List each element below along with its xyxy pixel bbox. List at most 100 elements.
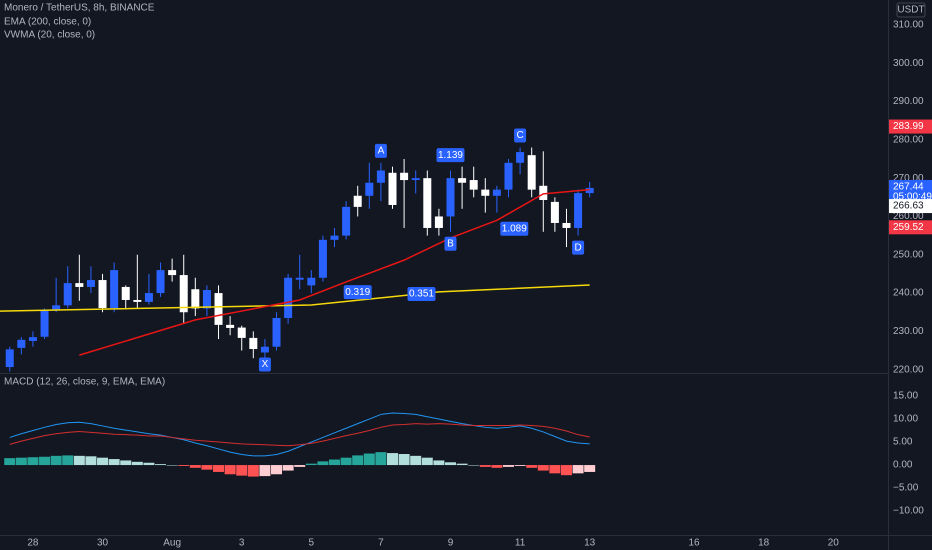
candle-body <box>191 289 200 309</box>
histogram-bar <box>502 465 514 467</box>
histogram-bar <box>421 457 433 466</box>
candle-body <box>28 337 37 341</box>
pattern-point-box <box>444 236 457 251</box>
annotations: X A B C D 0.319 0.351 1.139 1.089 <box>258 128 585 372</box>
histogram-bar <box>375 452 387 466</box>
indicator-line <box>0 284 590 312</box>
histogram-bar <box>27 457 39 466</box>
histogram-bar <box>97 457 109 466</box>
histogram-bar <box>305 463 317 466</box>
histogram-bar <box>271 465 283 475</box>
currency-box <box>896 2 926 18</box>
candle-body <box>574 193 583 228</box>
pattern-point-label: D <box>574 242 581 253</box>
histogram-bar <box>131 461 143 466</box>
candle-body <box>307 277 316 286</box>
candle-body <box>446 178 455 217</box>
price-tag-label: 266.63 <box>893 201 924 212</box>
candle-body <box>98 280 107 309</box>
indicator-line <box>79 188 590 356</box>
histogram-bar <box>410 455 422 466</box>
candle-body <box>342 206 351 236</box>
ratio-box <box>407 287 436 302</box>
histogram-bar <box>282 465 294 471</box>
candle-body <box>75 283 84 287</box>
histogram-bar <box>572 465 584 474</box>
y-tick-label: 220.00 <box>893 364 924 375</box>
histogram-bar <box>120 460 132 466</box>
macd-line <box>9 412 590 457</box>
histogram-bar <box>468 465 480 466</box>
candle-body <box>63 283 72 306</box>
ratio-label: 0.351 <box>409 289 434 300</box>
histogram-bar <box>584 465 596 472</box>
ratio-box <box>500 221 529 236</box>
ratio-label: 1.089 <box>502 223 527 234</box>
price-tag-label: 259.52 <box>893 222 924 233</box>
candle-body <box>423 178 432 228</box>
histogram-bar <box>433 460 445 466</box>
candle-body <box>86 280 95 287</box>
histogram-bar <box>294 465 306 467</box>
y-tick-label: 270.00 <box>893 173 924 184</box>
macd-line <box>9 423 590 447</box>
pattern-point-box <box>258 357 271 372</box>
y-tick-label: 0.00 <box>893 460 913 471</box>
candle-body <box>353 195 362 207</box>
histogram-bar <box>549 465 561 474</box>
candle-body <box>411 178 420 181</box>
x-tick-label: 20 <box>828 538 840 549</box>
candle-body <box>492 189 501 196</box>
histogram-bar <box>50 455 62 466</box>
candle-body <box>400 172 409 181</box>
histogram-bar <box>247 465 259 477</box>
y-tick-label: 300.00 <box>893 58 924 69</box>
histogram-bar <box>236 465 248 476</box>
legend-entry: EMA (200, close, 0) <box>4 17 91 28</box>
candle-body <box>52 305 61 311</box>
y-tick-label: 240.00 <box>893 288 924 299</box>
histogram-bar <box>85 456 97 466</box>
pattern-point-label: C <box>516 130 523 141</box>
candle-body <box>504 162 513 190</box>
y-tick-label: 5.00 <box>893 437 913 448</box>
histogram-bar <box>62 455 74 466</box>
histogram-bar <box>259 465 271 477</box>
histogram-bar <box>15 457 27 466</box>
candle-body <box>214 293 223 325</box>
pattern-point-label: A <box>378 145 385 156</box>
candle-body <box>330 235 339 240</box>
candle-body <box>5 349 14 368</box>
histogram-bar <box>491 465 503 468</box>
x-tick-label: 18 <box>758 538 770 549</box>
candle-body <box>516 152 525 163</box>
histogram-bar <box>479 465 491 467</box>
candle-body <box>295 277 304 280</box>
y-tick-label: 10.00 <box>893 414 918 425</box>
marks <box>0 147 596 477</box>
candle-body <box>226 324 235 328</box>
y-tick-label: 290.00 <box>893 96 924 107</box>
histogram-bar <box>4 458 16 466</box>
histogram-bar <box>108 459 120 466</box>
candle-body <box>550 201 559 223</box>
candle-body <box>527 155 536 190</box>
histogram-bar <box>213 465 225 472</box>
price-tag <box>889 199 932 214</box>
histogram-bar <box>537 465 549 471</box>
x-tick-label: 9 <box>448 538 454 549</box>
x-tick-label: 30 <box>97 538 109 549</box>
price-tag <box>889 119 932 134</box>
histogram-bar <box>143 462 155 466</box>
candle-body <box>40 310 49 337</box>
histogram-bar <box>224 465 236 475</box>
candle-body <box>110 270 119 309</box>
histogram-bar <box>340 457 352 466</box>
ratio-box <box>436 148 465 163</box>
histogram-bar <box>560 465 572 476</box>
countdown: 05:00:49 <box>893 192 932 203</box>
histogram-bar <box>317 461 329 466</box>
candle-body <box>249 337 258 350</box>
candle-body <box>585 187 594 194</box>
